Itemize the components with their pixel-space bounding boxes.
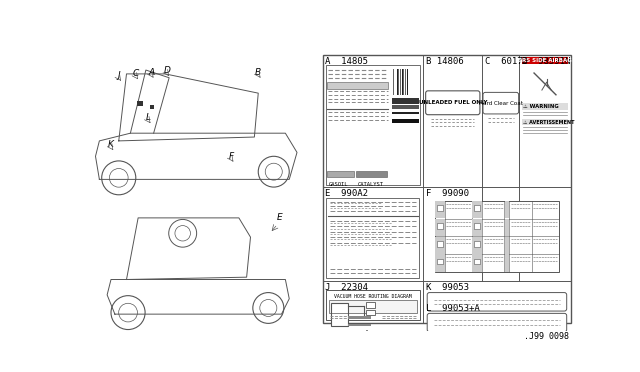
Text: L: L [146, 113, 150, 122]
Text: E  990A2: E 990A2 [325, 189, 368, 198]
Bar [435, 237, 445, 254]
Text: CATALYST: CATALYST [358, 182, 384, 187]
Bar [331, 303, 348, 327]
Text: K: K [108, 140, 114, 149]
Bar [437, 205, 443, 211]
Text: J  22304: J 22304 [325, 283, 368, 292]
Text: J: J [117, 71, 120, 80]
FancyBboxPatch shape [428, 313, 566, 332]
Bar [435, 254, 445, 272]
Bar [472, 237, 482, 254]
Bar [435, 219, 445, 236]
Text: GASOIL: GASOIL [329, 182, 348, 187]
Bar [504, 254, 509, 272]
Bar [474, 223, 480, 229]
Text: C: C [132, 70, 139, 78]
Bar [366, 330, 368, 342]
Bar [472, 219, 482, 236]
Bar [437, 241, 443, 247]
Text: A  14805: A 14805 [325, 57, 368, 66]
Bar [150, 105, 154, 109]
Bar [327, 171, 354, 177]
Bar [472, 201, 482, 218]
Text: E: E [277, 213, 283, 222]
Text: Hard Clear Coat: Hard Clear Coat [479, 101, 523, 106]
Text: A: A [148, 68, 154, 77]
Text: B: B [255, 68, 261, 77]
Bar [435, 201, 559, 272]
Bar [323, 55, 571, 323]
Text: B 14806: B 14806 [426, 57, 463, 66]
Bar [407, 68, 408, 96]
Bar [474, 241, 480, 247]
Bar [348, 317, 371, 319]
Bar [435, 201, 445, 218]
Bar [437, 259, 443, 264]
Bar [437, 223, 443, 229]
Text: UNLEADED FUEL ONLY: UNLEADED FUEL ONLY [419, 100, 487, 105]
Bar [366, 310, 375, 315]
Bar [472, 254, 482, 272]
FancyBboxPatch shape [483, 92, 518, 114]
Text: SRS SIDE AIRBAG: SRS SIDE AIRBAG [518, 58, 572, 63]
Bar [326, 290, 420, 320]
Text: K  99053: K 99053 [426, 283, 468, 292]
Text: C  60170: C 60170 [484, 57, 527, 66]
Text: VACUUM HOSE ROUTING DIAGRAM: VACUUM HOSE ROUTING DIAGRAM [334, 294, 412, 299]
Bar [136, 101, 143, 106]
Text: D: D [163, 66, 170, 75]
Bar [392, 105, 419, 109]
Text: F  99090: F 99090 [426, 189, 468, 198]
Bar [327, 82, 388, 89]
Bar [326, 198, 419, 278]
Bar [348, 324, 371, 327]
Text: L  99053+A: L 99053+A [426, 304, 479, 313]
Bar [392, 98, 419, 104]
Text: ⚠ WARNING: ⚠ WARNING [524, 104, 559, 109]
Bar [366, 302, 375, 308]
Bar [504, 237, 509, 254]
Bar [326, 65, 420, 185]
Bar [522, 103, 568, 110]
FancyBboxPatch shape [428, 293, 566, 311]
Text: ⚠ AVERTISSEMENT: ⚠ AVERTISSEMENT [524, 119, 575, 125]
Bar [522, 57, 568, 64]
Bar [329, 299, 417, 313]
Text: D  98591N: D 98591N [522, 57, 570, 66]
Bar [356, 171, 387, 177]
Bar [504, 201, 509, 218]
Bar [333, 332, 352, 341]
Bar [522, 119, 568, 125]
Text: .J99 0098: .J99 0098 [524, 332, 569, 341]
FancyBboxPatch shape [426, 91, 480, 115]
Bar [474, 259, 480, 264]
Bar [392, 112, 419, 114]
Bar [392, 119, 419, 123]
Text: F: F [228, 152, 234, 161]
Bar [504, 219, 509, 236]
Bar [402, 68, 403, 96]
Bar [358, 336, 372, 342]
Bar [474, 205, 480, 211]
